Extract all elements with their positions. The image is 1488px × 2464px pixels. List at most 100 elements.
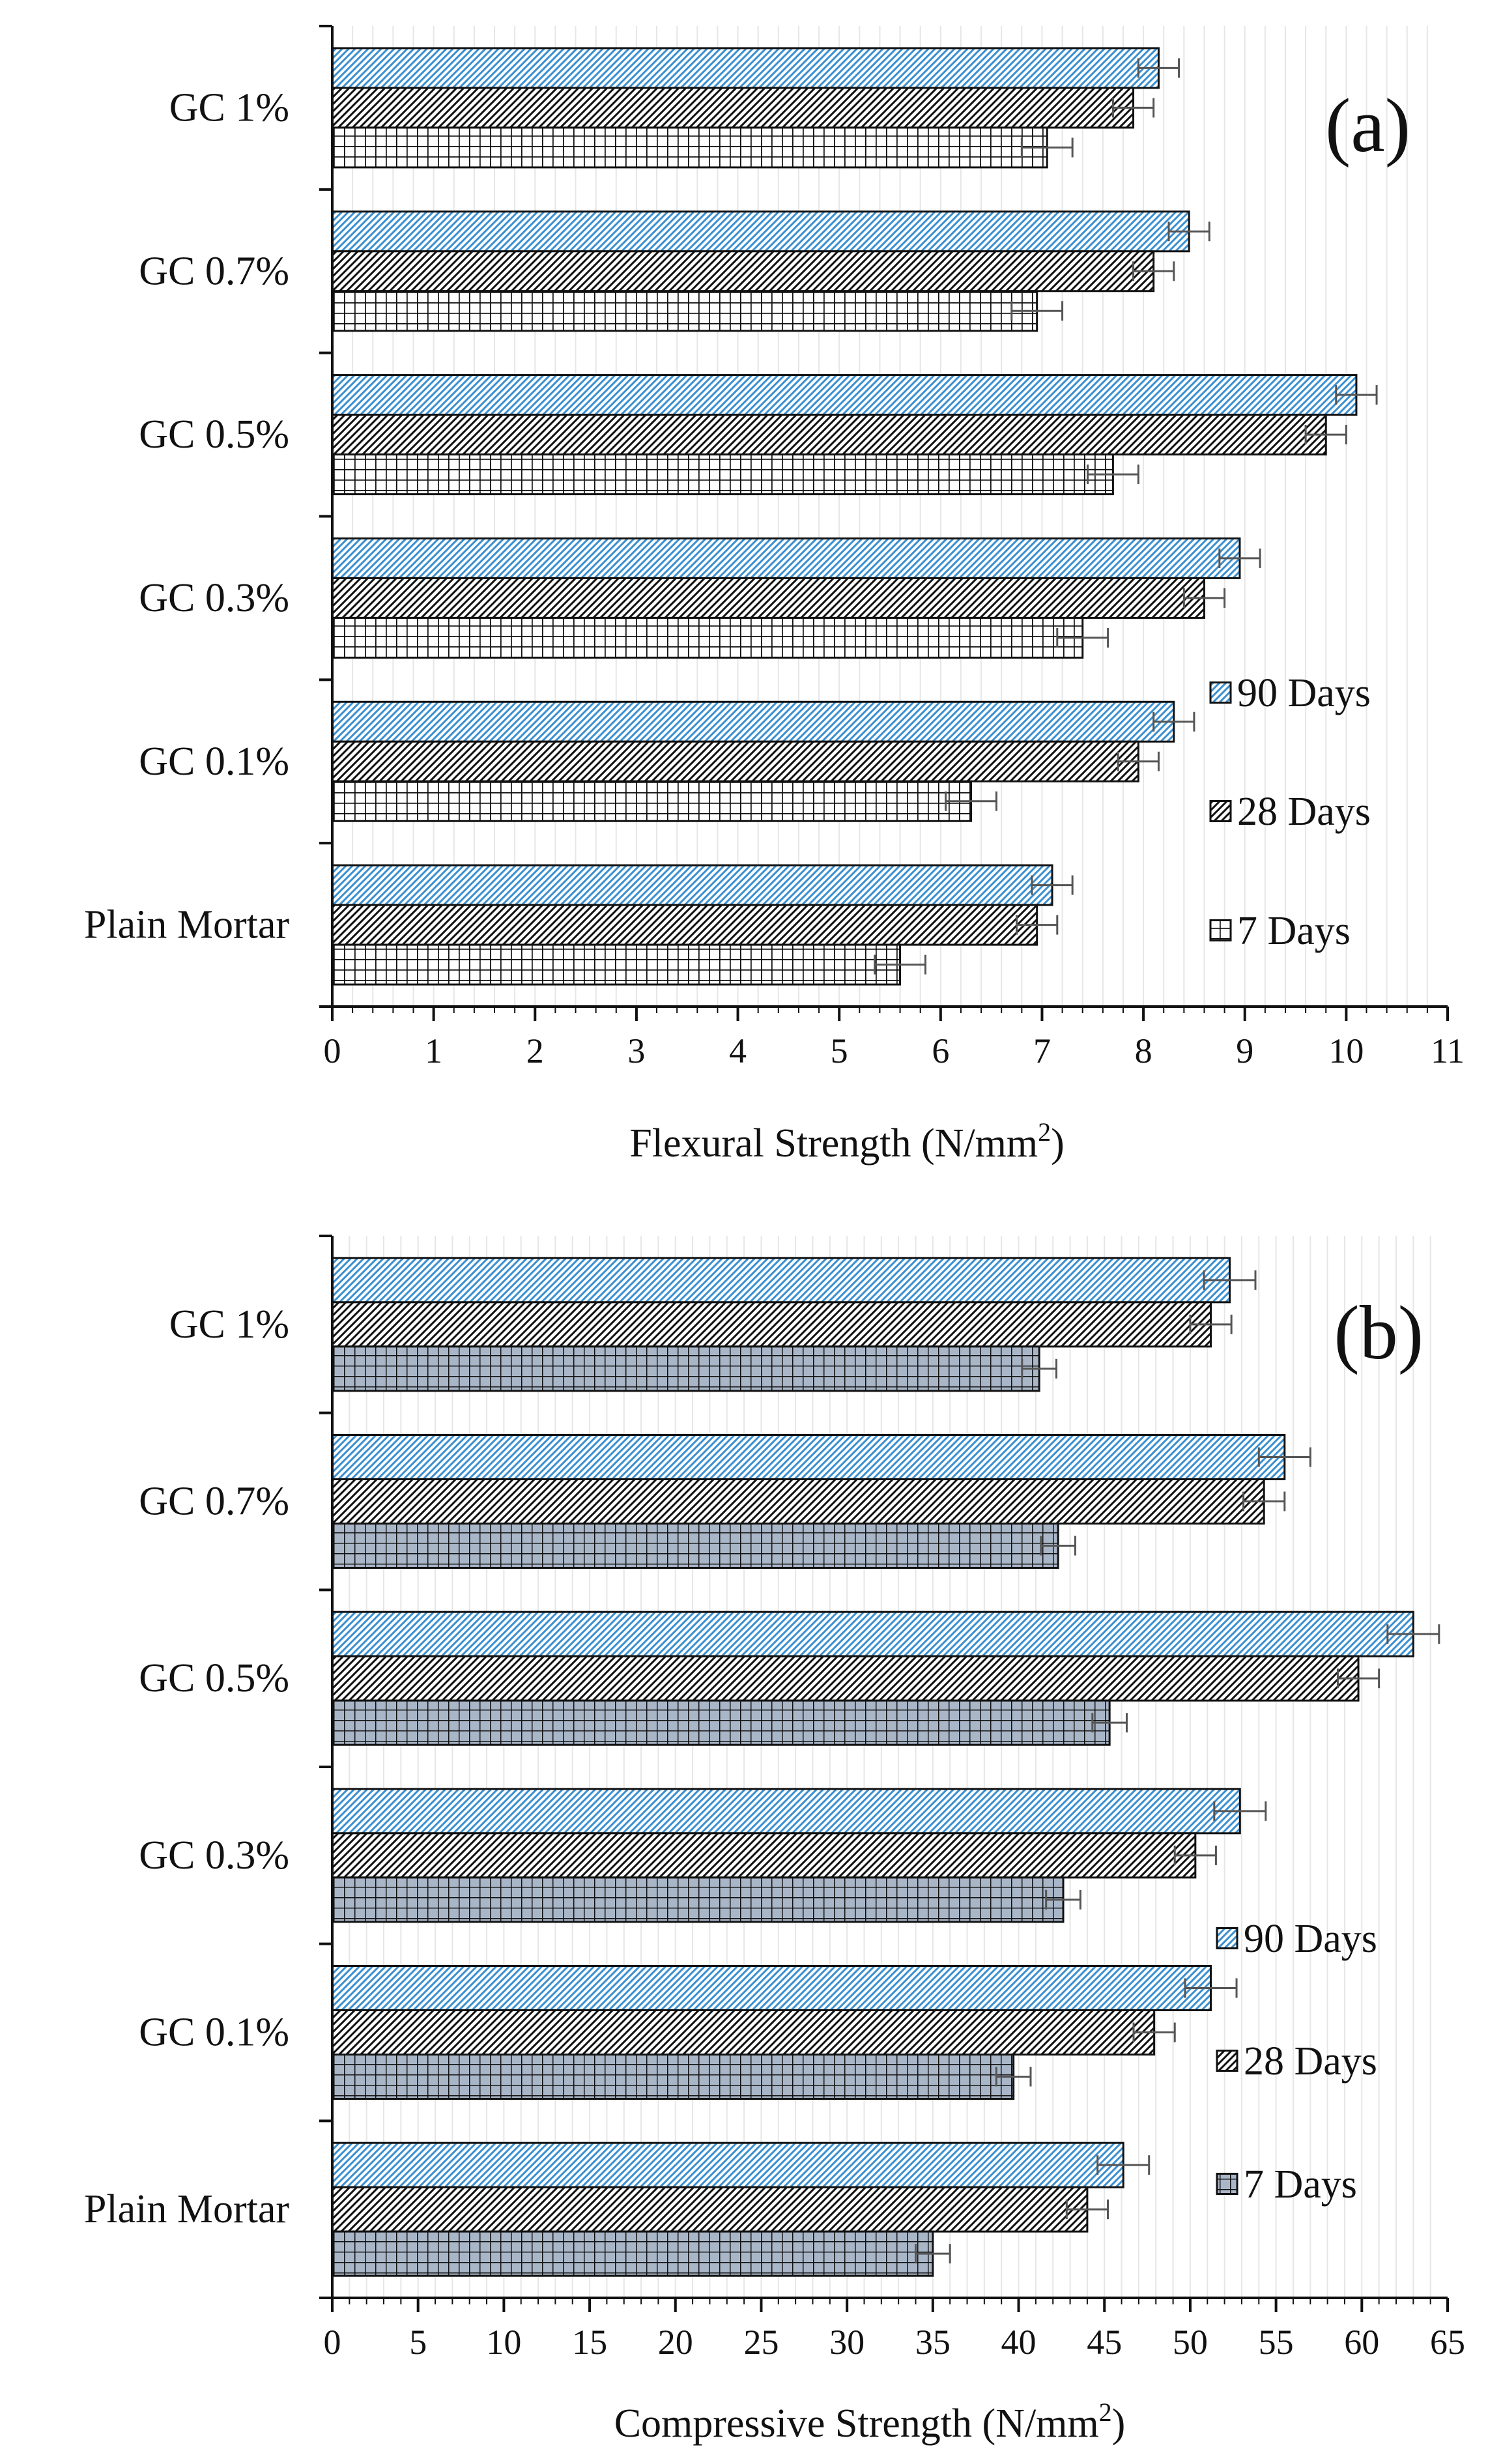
- x-tick-label: 60: [1344, 2323, 1379, 2362]
- x-tick-label: 55: [1259, 2323, 1294, 2362]
- error-bar: [1040, 1536, 1076, 1556]
- bar-90-days: [331, 864, 1053, 906]
- x-tick-label: 0: [324, 1031, 341, 1070]
- bar-28-days: [331, 904, 1038, 946]
- legend-label: 7 Days: [1244, 2162, 1357, 2207]
- legend: 90 Days 28 Days 7 Days: [1209, 671, 1371, 953]
- bar-90-days: [331, 1788, 1241, 1835]
- bar-28-days: [331, 2186, 1089, 2233]
- category-label: GC 0.1%: [139, 739, 289, 784]
- x-tick-label: 20: [658, 2323, 693, 2362]
- error-bar: [1203, 1270, 1257, 1290]
- bar-7-days: [331, 1345, 1040, 1392]
- category-label: Plain Mortar: [84, 903, 289, 947]
- error-bar: [1257, 1447, 1311, 1467]
- x-tick-label: 5: [409, 2323, 427, 2362]
- x-tick-label: 0: [324, 2323, 341, 2362]
- bar-90-days: [331, 1257, 1231, 1304]
- legend-item: 7 Days: [1216, 2162, 1357, 2207]
- bar-7-days: [331, 453, 1114, 496]
- error-bar: [1117, 751, 1160, 771]
- legend-swatch: [1216, 1927, 1238, 1949]
- bar-90-days: [331, 374, 1358, 416]
- bar-28-days: [331, 1478, 1265, 1525]
- category-label: Plain Mortar: [84, 2187, 289, 2231]
- panel-label-a: (a): [1325, 83, 1410, 168]
- gridlines: [349, 1236, 1431, 2298]
- bars: [331, 47, 1358, 986]
- flexural-strength-chart: GC 1% GC 0.7% GC 0.5% GC 0.3% GC 0.1% Plain M…: [84, 25, 1465, 1166]
- category-label: GC 0.3%: [139, 576, 289, 620]
- category-label: GC 1%: [169, 85, 289, 130]
- error-bar: [1213, 1801, 1267, 1821]
- bar-28-days: [331, 1832, 1197, 1879]
- category-label: GC 0.5%: [139, 412, 289, 457]
- x-tick-label: 45: [1087, 2323, 1122, 2362]
- error-bar: [1386, 1624, 1440, 1644]
- x-tick-label: 65: [1430, 2323, 1465, 2362]
- x-tick-label: 4: [729, 1031, 747, 1070]
- bar-28-days: [331, 2009, 1156, 2056]
- bar-28-days: [331, 87, 1135, 129]
- bar-28-days: [331, 577, 1205, 619]
- x-tick-label: 25: [743, 2323, 779, 2362]
- error-bar: [1021, 1358, 1057, 1379]
- x-tick-label: 40: [1001, 2323, 1037, 2362]
- error-bar: [1335, 385, 1378, 405]
- error-bar: [1218, 548, 1261, 568]
- x-tick-label: 3: [627, 1031, 645, 1070]
- legend-label: 90 Days: [1244, 1917, 1377, 1961]
- bar-90-days: [331, 1965, 1212, 2011]
- category-label: GC 1%: [169, 1302, 289, 1347]
- bar-7-days: [331, 290, 1038, 332]
- panel-label-b: (b): [1334, 1290, 1424, 1375]
- error-bar: [1065, 2199, 1109, 2220]
- compressive-strength-chart: GC 1% GC 0.7% GC 0.5% GC 0.3% GC 0.1% Plain M…: [84, 1235, 1465, 2446]
- x-tick-label: 6: [932, 1031, 949, 1070]
- bar-7-days: [331, 2230, 934, 2277]
- bar-7-days: [331, 1699, 1111, 1746]
- error-bar: [1152, 711, 1195, 732]
- x-tick-label: 8: [1135, 1031, 1152, 1070]
- bar-90-days: [331, 537, 1241, 579]
- x-tick-label: 15: [572, 2323, 607, 2362]
- x-axis-title-flexural: Flexural Strength (N/mm2): [629, 1117, 1064, 1166]
- x-tick-label: 1: [425, 1031, 442, 1070]
- legend: 90 Days 28 Days 7 Days: [1216, 1917, 1377, 2207]
- error-bar: [945, 791, 997, 811]
- bar-7-days: [331, 943, 902, 986]
- legend-swatch: [1209, 800, 1232, 822]
- legend-item: 7 Days: [1209, 909, 1351, 953]
- legend-label: 28 Days: [1244, 2039, 1377, 2084]
- error-bar: [1242, 1491, 1286, 1511]
- bar-90-days: [331, 1611, 1414, 1657]
- bar-28-days: [331, 250, 1155, 293]
- x-tick-label: 35: [915, 2323, 951, 2362]
- error-bar: [1173, 1845, 1217, 1865]
- error-bar: [1045, 1889, 1081, 1910]
- legend-label: 7 Days: [1237, 909, 1351, 953]
- x-tick-label: 10: [486, 2323, 521, 2362]
- legend-swatch: [1209, 681, 1232, 704]
- error-bar: [1056, 627, 1109, 648]
- legend-swatch: [1216, 2173, 1238, 2195]
- bar-7-days: [331, 780, 973, 822]
- x-tick-label: 2: [526, 1031, 544, 1070]
- error-bar: [1010, 301, 1064, 321]
- x-tick-label: 5: [831, 1031, 848, 1070]
- legend-swatch: [1209, 919, 1232, 941]
- error-bar: [1182, 588, 1226, 608]
- bars: [331, 1257, 1414, 2277]
- x-tick-label: 50: [1173, 2323, 1208, 2362]
- gridlines: [352, 26, 1428, 1007]
- category-label: GC 0.7%: [139, 249, 289, 293]
- x-tick-label: 10: [1328, 1031, 1364, 1070]
- bar-90-days: [331, 210, 1190, 253]
- x-axis-title-compressive: Compressive Strength (N/mm2): [614, 2398, 1126, 2446]
- bar-90-days: [331, 1434, 1286, 1480]
- legend-swatch: [1216, 2050, 1238, 2072]
- error-bar: [1096, 2155, 1151, 2175]
- error-bar: [1031, 875, 1074, 895]
- bar-7-days: [331, 616, 1084, 659]
- error-bar: [1132, 2022, 1176, 2042]
